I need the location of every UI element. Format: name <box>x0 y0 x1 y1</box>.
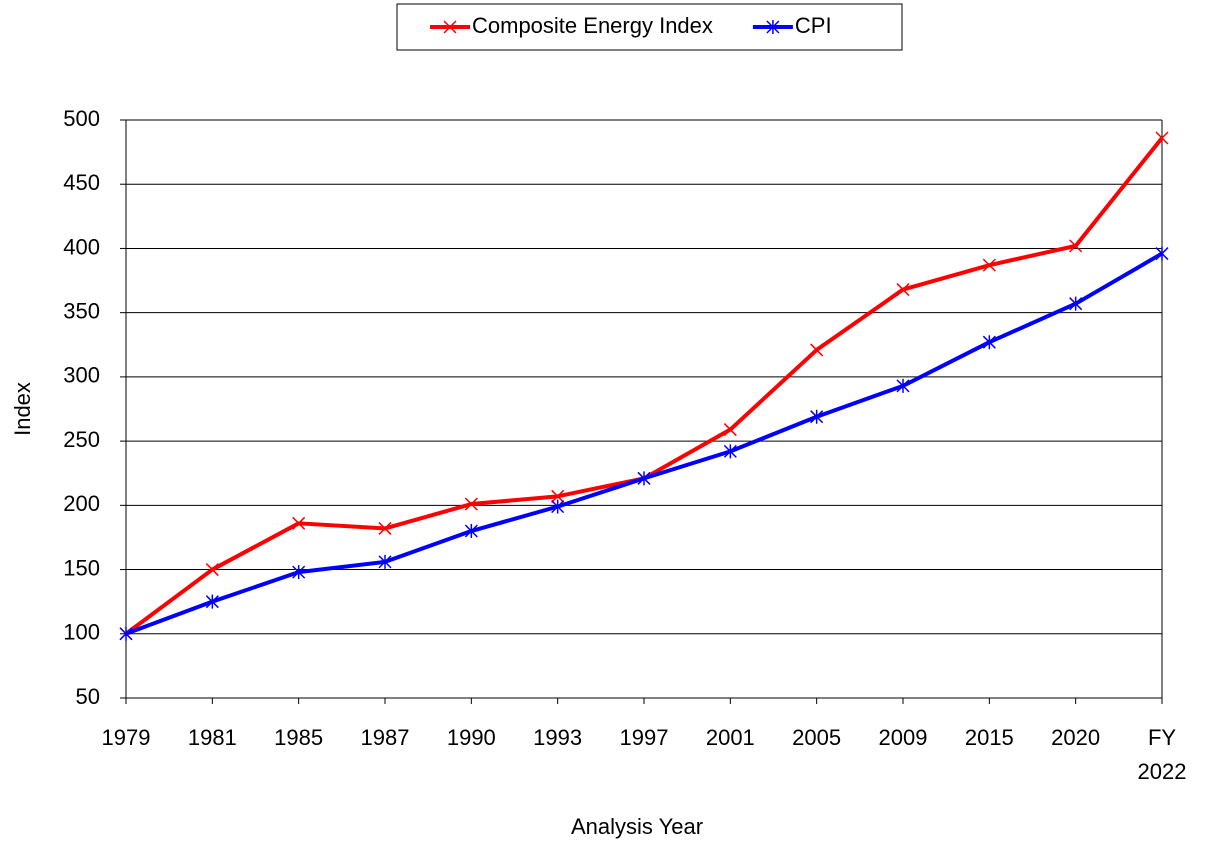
marker <box>551 499 565 514</box>
y-tick-label: 300 <box>63 363 100 388</box>
marker <box>637 471 651 486</box>
marker <box>723 423 737 437</box>
x-tick-label: 1985 <box>274 725 324 750</box>
marker <box>896 378 910 393</box>
marker <box>1069 239 1083 253</box>
legend-label: CPI <box>795 13 832 38</box>
marker <box>982 258 996 272</box>
marker <box>982 335 996 350</box>
x-tick-label: 1979 <box>101 725 151 750</box>
x-axis-title: Analysis Year <box>571 814 703 839</box>
marker <box>1069 296 1083 311</box>
legend-box <box>396 3 903 51</box>
y-tick-label: 500 <box>63 106 100 131</box>
marker <box>464 497 478 511</box>
x-tick-label: 2020 <box>1051 725 1101 750</box>
marker <box>1155 246 1169 261</box>
y-tick-label: 350 <box>63 298 100 323</box>
series-line <box>124 136 1164 636</box>
legend: Composite Energy Index CPI <box>396 3 903 51</box>
marker <box>810 343 824 357</box>
y-tick-label: 100 <box>63 620 100 645</box>
y-tick-label: 200 <box>63 491 100 516</box>
x-tick-label: 2009 <box>878 725 928 750</box>
marker <box>1155 131 1169 145</box>
x-tick-label: 1993 <box>533 725 583 750</box>
legend-label: Composite Energy Index <box>472 13 713 38</box>
marker <box>810 409 824 424</box>
marker <box>205 594 219 609</box>
marker <box>723 444 737 459</box>
marker <box>292 516 306 530</box>
marker <box>896 283 910 297</box>
y-tick-label: 150 <box>63 555 100 580</box>
x-tick-label: 2001 <box>705 725 755 750</box>
marker <box>292 565 306 580</box>
x-tick-label: 2015 <box>964 725 1014 750</box>
y-tick-label: 50 <box>76 684 100 709</box>
x-tick-label: 2005 <box>792 725 842 750</box>
x-tick-label: 1990 <box>446 725 496 750</box>
series-line <box>125 251 1164 636</box>
y-tick-label: 250 <box>63 427 100 452</box>
marker <box>378 554 392 569</box>
marker <box>766 20 780 34</box>
marker <box>205 563 219 577</box>
y-axis-title: Index <box>10 382 35 436</box>
marker <box>119 626 133 641</box>
marker <box>551 489 565 503</box>
x-tick-label: FY 2022 <box>1137 725 1187 784</box>
x-tick-label: 1981 <box>187 725 237 750</box>
marker <box>464 524 478 539</box>
marker <box>443 20 457 34</box>
y-tick-label: 450 <box>63 170 100 195</box>
y-tick-label: 400 <box>63 234 100 259</box>
marker <box>378 521 392 535</box>
x-tick-label: 1987 <box>360 725 410 750</box>
x-tick-label: 1997 <box>619 725 669 750</box>
